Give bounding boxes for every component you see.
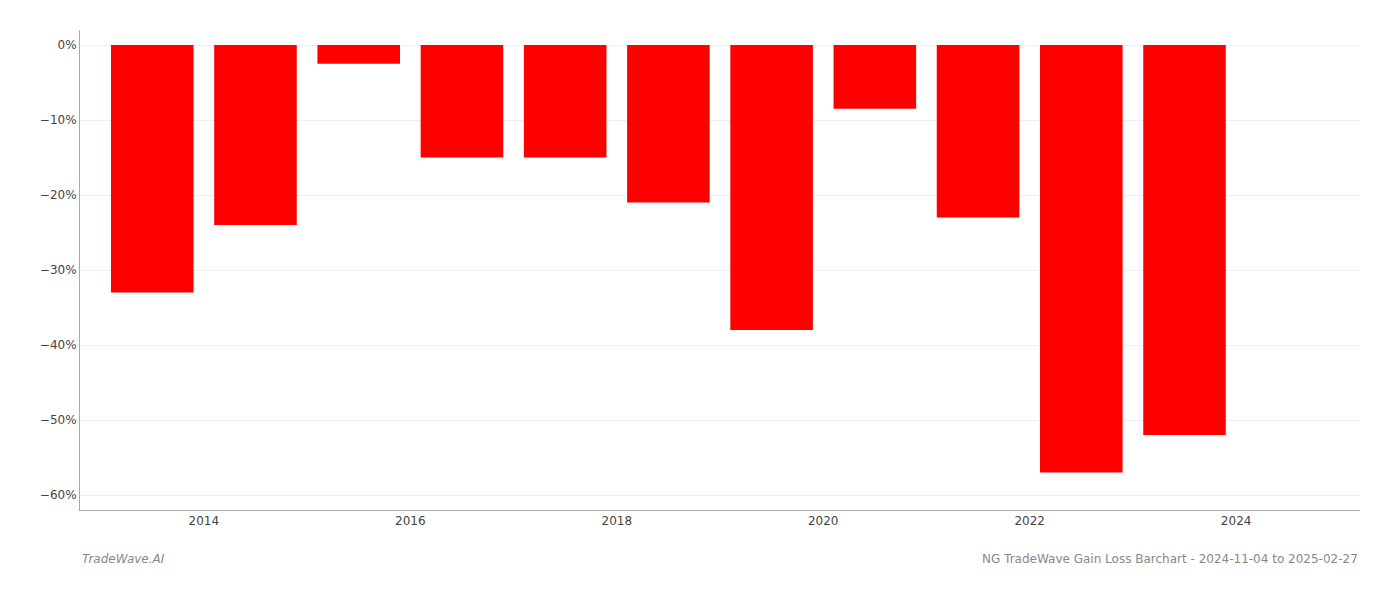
svg-text:NG TradeWave Gain Loss Barchar: NG TradeWave Gain Loss Barchart - 2024-1… bbox=[982, 552, 1358, 566]
svg-text:−40%: −40% bbox=[40, 338, 77, 352]
svg-text:2016: 2016 bbox=[395, 514, 426, 528]
svg-text:−60%: −60% bbox=[40, 488, 77, 502]
svg-text:2024: 2024 bbox=[1221, 514, 1252, 528]
svg-text:0%: 0% bbox=[58, 38, 77, 52]
svg-text:2020: 2020 bbox=[808, 514, 839, 528]
svg-text:−20%: −20% bbox=[40, 188, 77, 202]
svg-text:2022: 2022 bbox=[1014, 514, 1045, 528]
svg-text:2014: 2014 bbox=[189, 514, 220, 528]
svg-text:2018: 2018 bbox=[601, 514, 632, 528]
svg-text:−50%: −50% bbox=[40, 413, 77, 427]
svg-text:TradeWave.AI: TradeWave.AI bbox=[82, 552, 165, 566]
svg-text:−30%: −30% bbox=[40, 263, 77, 277]
svg-text:−10%: −10% bbox=[40, 113, 77, 127]
